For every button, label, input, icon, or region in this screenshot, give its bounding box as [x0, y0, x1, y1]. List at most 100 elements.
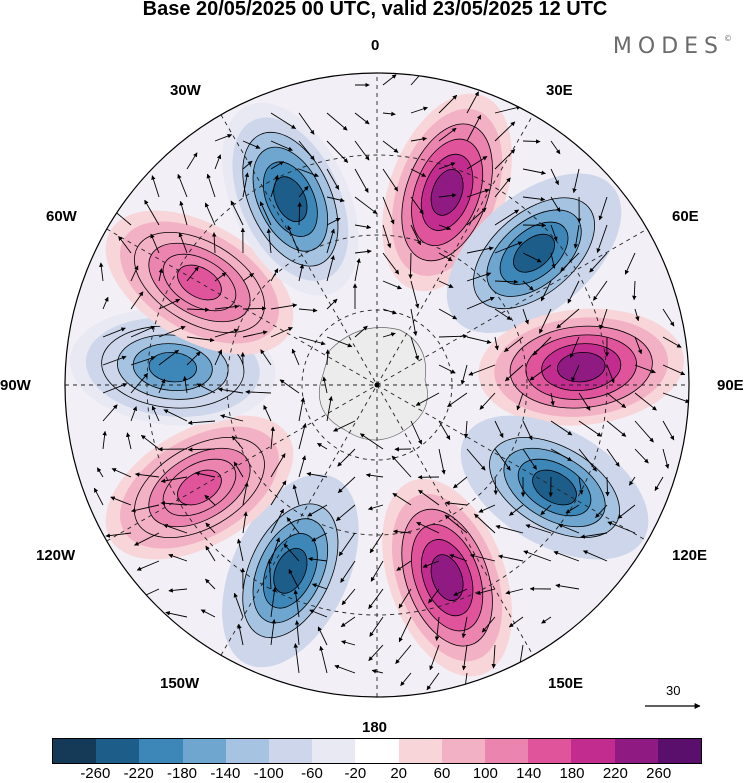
- wind-vector: [298, 168, 319, 178]
- colorbar: [52, 738, 702, 764]
- wind-vector: [263, 404, 272, 422]
- wind-vector: [354, 249, 372, 254]
- wind-vector: [662, 308, 675, 327]
- wind-vector: [369, 616, 384, 637]
- wind-vector: [550, 168, 559, 186]
- wind-vector: [396, 560, 412, 571]
- wind-vector: [461, 616, 468, 639]
- wind-vector: [466, 272, 492, 282]
- wind-vector: [398, 616, 412, 643]
- wind-vector: [326, 140, 349, 163]
- wind-vector: [365, 473, 384, 478]
- colorbar-swatch: [139, 739, 183, 763]
- wind-vector: [400, 672, 412, 687]
- wind-vector: [270, 112, 296, 129]
- wind-vector: [102, 355, 127, 366]
- wind-vector: [438, 280, 454, 288]
- wind-vector: [438, 94, 458, 114]
- wind-vector: [267, 558, 272, 590]
- wind-vector: [242, 140, 261, 149]
- wind-vector: [571, 364, 580, 382]
- wind-vector: [408, 252, 413, 279]
- wind-vector: [182, 375, 188, 394]
- wind-vector: [391, 455, 412, 478]
- colorbar-label: 180: [559, 765, 585, 782]
- wind-vector: [494, 308, 512, 321]
- wind-vector: [367, 504, 384, 511]
- wind-vector: [354, 325, 368, 338]
- wind-vector: [382, 196, 395, 225]
- wind-vector: [565, 504, 580, 514]
- wind-vector: [354, 258, 361, 282]
- wind-vector: [151, 405, 160, 422]
- wind-vector: [494, 209, 520, 226]
- wind-vector: [260, 349, 272, 366]
- wind-vector: [334, 664, 356, 674]
- wind-vector: [204, 202, 216, 226]
- wind-vector: [495, 524, 524, 534]
- wind-vector: [102, 327, 126, 338]
- wind-vector: [205, 545, 216, 562]
- wind-vector: [555, 583, 580, 590]
- colorbar-label: 220: [602, 765, 628, 782]
- lon-label-90e: 90E: [717, 377, 744, 394]
- wind-vector: [569, 336, 580, 359]
- wind-vector: [309, 609, 328, 618]
- wind-vector: [326, 168, 340, 190]
- wind-vector: [466, 296, 495, 310]
- wind-vector: [326, 396, 333, 422]
- wind-vector: [359, 433, 384, 450]
- wind-vector: [200, 609, 216, 618]
- wind-vector: [195, 471, 216, 478]
- wind-vector: [220, 414, 244, 422]
- wind-vector: [415, 392, 440, 406]
- wind-vector: [308, 556, 328, 562]
- colorbar-swatch: [269, 739, 313, 763]
- wind-vector: [354, 196, 378, 215]
- wind-vector: [382, 74, 397, 86]
- wind-vector: [102, 296, 109, 310]
- wind-vector: [99, 262, 104, 282]
- wind-vector: [634, 448, 649, 464]
- colorbar-label: 260: [646, 765, 672, 782]
- wind-vector: [382, 224, 392, 249]
- wind-vector: [236, 538, 244, 562]
- wind-vector: [298, 336, 326, 346]
- wind-vector: [287, 225, 300, 254]
- wind-vector: [293, 643, 300, 674]
- wind-vector: [134, 472, 160, 478]
- wind-vector: [494, 105, 522, 114]
- wind-vector: [96, 467, 104, 478]
- wind-vector: [179, 200, 188, 226]
- wind-vector: [508, 616, 524, 628]
- lon-label-0: 0: [371, 37, 380, 54]
- wind-vector: [662, 364, 686, 376]
- wind-vector: [393, 529, 412, 534]
- wind-vector: [494, 279, 519, 285]
- wind-vector: [410, 280, 420, 309]
- wind-vector: [270, 508, 284, 534]
- wind-vector: [270, 537, 280, 562]
- wind-vector: [494, 336, 499, 351]
- wind-vector: [494, 121, 516, 142]
- wind-vector: [168, 553, 188, 562]
- wind-vector: [438, 448, 446, 475]
- wind-vector: [466, 246, 494, 254]
- wind-vector: [270, 140, 293, 151]
- wind-vector: [522, 420, 533, 441]
- wind-vector: [410, 196, 424, 215]
- wind-vector: [504, 336, 524, 352]
- wind-vector: [447, 392, 468, 408]
- wind-vector: [283, 543, 300, 562]
- wind-vector: [270, 426, 275, 450]
- wind-vector: [270, 268, 279, 282]
- wind-vector: [177, 173, 188, 198]
- wind-vector: [126, 432, 132, 450]
- wind-vector: [382, 332, 396, 338]
- wind-vector: [293, 589, 300, 618]
- lon-label-90w: 90W: [0, 377, 31, 394]
- wind-vector: [558, 523, 580, 534]
- wind-vector: [662, 392, 689, 404]
- colorbar-swatch: [355, 739, 399, 763]
